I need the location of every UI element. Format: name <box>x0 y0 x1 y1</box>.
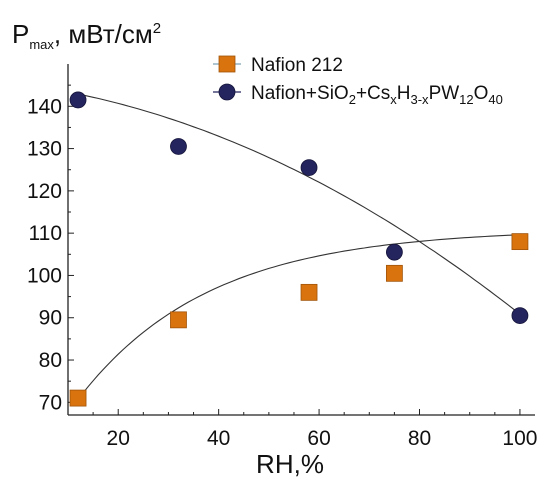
y-tick-label: 140 <box>27 95 62 118</box>
data-point-composite <box>511 307 529 325</box>
legend: Nafion 212 Nafion+SiO2+CsxH3-xPW12O40 <box>213 55 503 107</box>
y-tick-label: 90 <box>39 307 62 330</box>
fit-curves <box>77 93 521 400</box>
axes <box>67 64 535 416</box>
data-point-nafion212 <box>385 264 403 282</box>
data-point-nafion212 <box>511 233 529 251</box>
data-point-composite <box>69 91 87 109</box>
legend-marker-nafion212 <box>218 55 236 73</box>
y-tick-label: 110 <box>29 222 62 245</box>
y-tick-label: 100 <box>27 264 62 287</box>
legend-label-nafion212: Nafion 212 <box>251 55 343 76</box>
x-tick-label: 40 <box>207 427 230 450</box>
y-tick-label: 120 <box>27 180 62 203</box>
y-tick-label: 130 <box>27 138 62 161</box>
fit-curve-composite <box>77 93 521 315</box>
x-tick-label: 20 <box>107 427 130 450</box>
x-tick-label: 80 <box>408 427 431 450</box>
fit-curve-nafion212 <box>77 234 520 400</box>
x-tick-label: 60 <box>307 427 330 450</box>
y-tick-label: 80 <box>39 349 62 372</box>
tick-labels: 70 80 90 100 110 120 130 140 20 40 60 80 100 <box>27 95 538 450</box>
data-point-composite <box>300 159 318 177</box>
legend-marker-composite <box>218 83 236 101</box>
data-points <box>69 91 529 407</box>
x-axis-title: RH,% <box>256 449 324 479</box>
data-point-composite <box>170 138 187 155</box>
x-tick-label: 100 <box>502 427 537 450</box>
y-tick-label: 70 <box>39 391 62 414</box>
data-point-nafion212 <box>170 311 187 329</box>
legend-label-composite: Nafion+SiO2+CsxH3-xPW12O40 <box>251 83 503 107</box>
data-point-composite <box>385 243 403 261</box>
data-point-nafion212 <box>300 283 318 301</box>
data-point-nafion212 <box>69 389 87 407</box>
y-axis-title: Pmax, мВт/см2 <box>12 19 161 52</box>
